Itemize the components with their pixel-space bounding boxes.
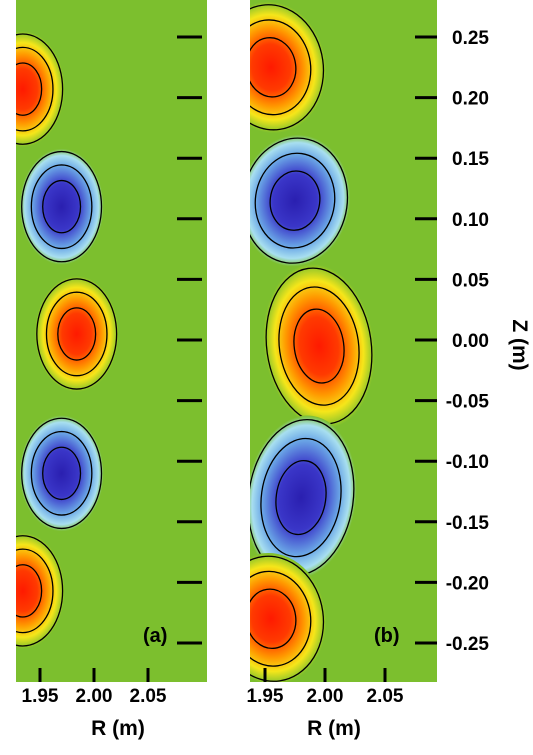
z-tick-label: -0.10 xyxy=(446,452,489,473)
positive-lobe xyxy=(250,1,327,134)
negative-lobe xyxy=(19,148,104,265)
heatmap-panel-b: 1.95 2.00 2.05 0.25 0.20 0.15 0.10 0.05 0.00 -0.… xyxy=(247,0,531,740)
x-tick-label: 2.05 xyxy=(367,686,404,707)
positive-lobe xyxy=(34,275,119,392)
negative-lobe xyxy=(250,134,351,267)
z-tick-label: 0.20 xyxy=(452,89,489,110)
x-tick-label: 1.95 xyxy=(247,686,284,707)
positive-lobe xyxy=(16,31,65,148)
positive-lobe xyxy=(250,552,327,682)
z-tick-label: 0.00 xyxy=(452,331,489,352)
x-tick-label: 2.00 xyxy=(307,686,344,707)
z-tick-label: 0.15 xyxy=(452,149,489,170)
negative-lobe xyxy=(250,415,357,580)
z-tick-label: 0.05 xyxy=(452,270,489,291)
z-axis-label: Z (m) xyxy=(508,319,531,370)
panel-a-label: (a) xyxy=(143,625,167,647)
z-tick-label: 0.10 xyxy=(452,210,489,231)
z-tick-label: -0.20 xyxy=(446,573,489,594)
x-tick-label: 2.05 xyxy=(130,686,167,707)
positive-lobe xyxy=(16,532,65,649)
x-tick-label: 1.95 xyxy=(22,686,59,707)
heatmap-panel-a: 1.95 2.00 2.05 (a) R (m) xyxy=(16,0,207,740)
z-tick-label: 0.25 xyxy=(452,28,489,49)
x-tick-label: 2.00 xyxy=(76,686,113,707)
z-tick-label: -0.15 xyxy=(446,513,490,534)
panel-a-x-axis-label: R (m) xyxy=(91,717,145,740)
z-tick-label: -0.05 xyxy=(446,392,490,413)
z-tick-label: -0.25 xyxy=(446,634,490,655)
negative-lobe xyxy=(19,415,104,532)
panel-b-label: (b) xyxy=(374,625,400,647)
panel-b-x-axis-label: R (m) xyxy=(307,717,361,740)
